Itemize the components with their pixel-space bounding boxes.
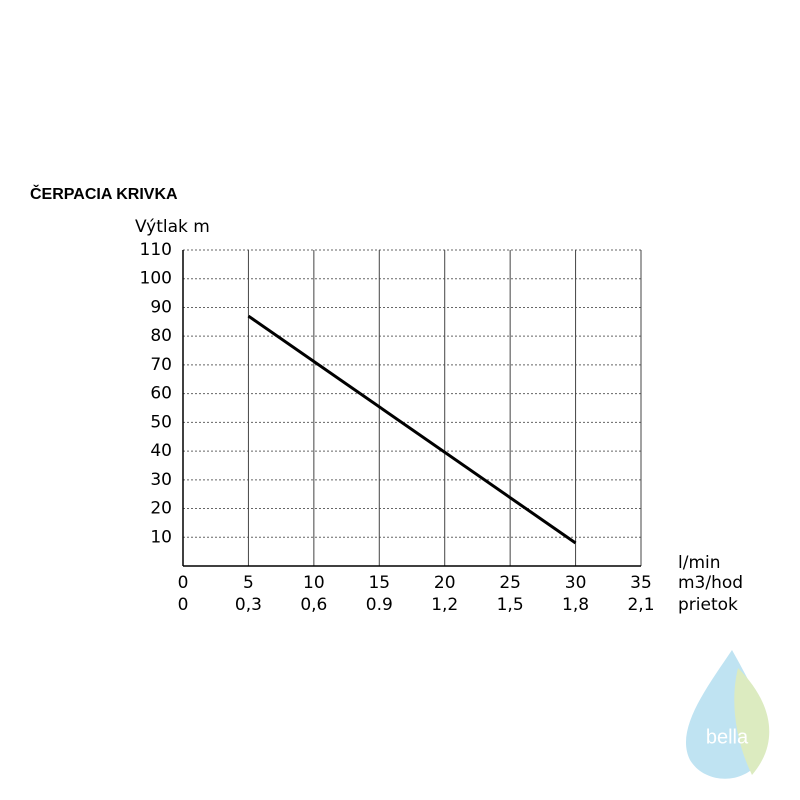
- y-tick-label: 110: [140, 240, 172, 260]
- logo: bella: [685, 650, 770, 779]
- x-tick-label: 5: [243, 573, 254, 593]
- x2-tick-label: 0: [178, 595, 189, 615]
- x2-tick-label: 2,1: [627, 595, 654, 615]
- x-tick-label: 0: [178, 573, 189, 593]
- x-axis-label: l/min: [678, 553, 721, 573]
- y-tick-label: 90: [150, 297, 172, 317]
- x2-tick-label: 0,6: [300, 595, 327, 615]
- x2-tick-label: 1,5: [497, 595, 524, 615]
- chart-title: ČERPACIA KRIVKA: [30, 184, 178, 203]
- y-tick-label: 60: [150, 384, 172, 404]
- logo-leaf: [734, 668, 770, 775]
- y-tick-label: 100: [140, 269, 172, 289]
- data-line: [247, 314, 577, 545]
- y-tick-label: 20: [150, 499, 172, 519]
- y-tick-label: 10: [150, 527, 172, 547]
- y-tick-label: 40: [150, 441, 172, 461]
- x-axis-label: prietok: [678, 595, 738, 615]
- x-tick-label: 25: [499, 573, 521, 593]
- x-tick-label: 30: [565, 573, 587, 593]
- x2-tick-label: 0,3: [235, 595, 262, 615]
- y-tick-label: 50: [150, 412, 172, 432]
- x-tick-label: 15: [368, 573, 390, 593]
- x2-tick-label: 1,2: [431, 595, 458, 615]
- x-tick-label: 20: [434, 573, 456, 593]
- y-tick-label: 70: [150, 355, 172, 375]
- logo-text: bella: [706, 726, 749, 748]
- x-tick-label: 10: [303, 573, 325, 593]
- y-tick-label: 80: [150, 326, 172, 346]
- y-tick-label: 30: [150, 470, 172, 490]
- x-axis-label: m3/hod: [678, 573, 743, 593]
- x2-tick-label: 1,8: [562, 595, 589, 615]
- y-axis-label: Výtlak m: [135, 217, 210, 237]
- x-tick-label: 35: [630, 573, 652, 593]
- x2-tick-label: 0.9: [366, 595, 393, 615]
